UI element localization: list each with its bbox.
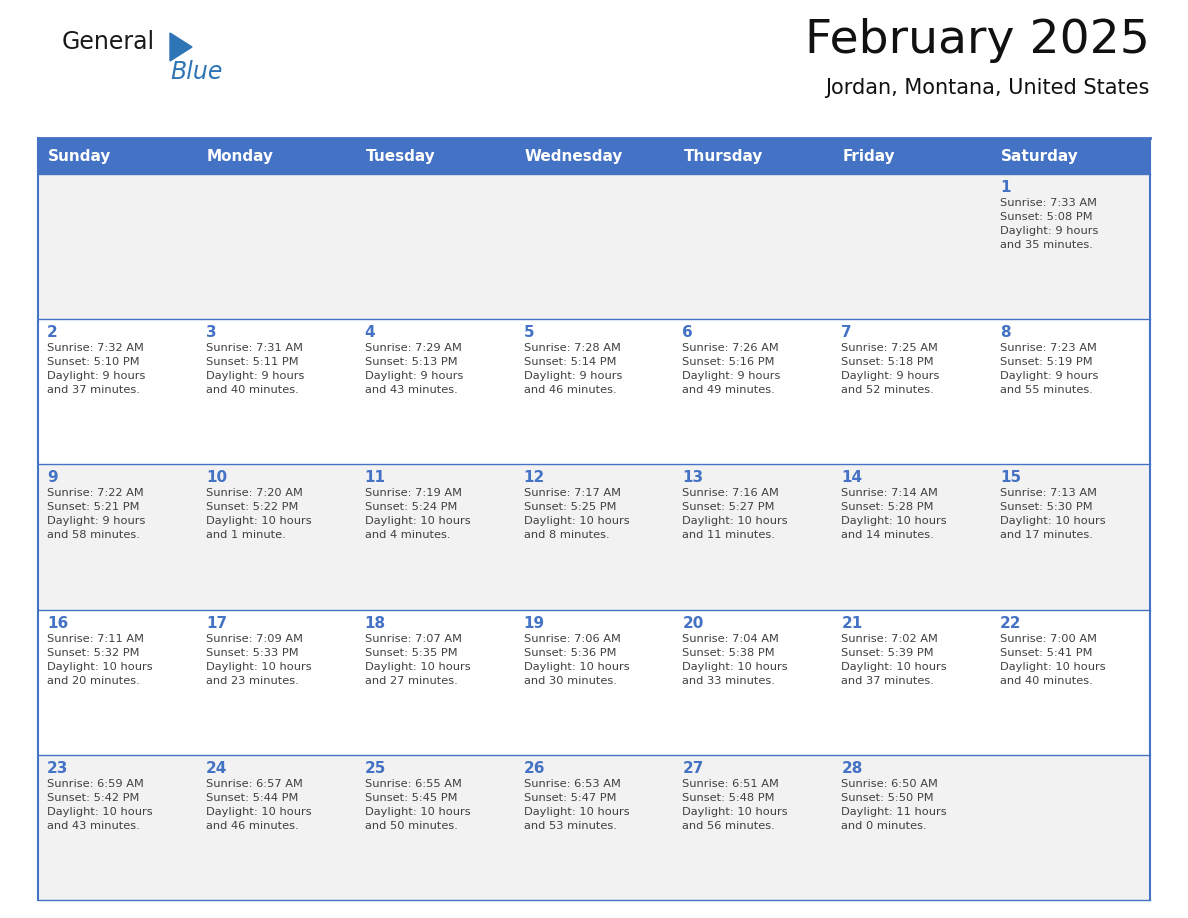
Polygon shape [170, 33, 192, 61]
Text: Sunrise: 6:57 AM
Sunset: 5:44 PM
Daylight: 10 hours
and 46 minutes.: Sunrise: 6:57 AM Sunset: 5:44 PM Dayligh… [206, 778, 311, 831]
Text: Sunday: Sunday [48, 149, 112, 163]
Text: Sunrise: 6:55 AM
Sunset: 5:45 PM
Daylight: 10 hours
and 50 minutes.: Sunrise: 6:55 AM Sunset: 5:45 PM Dayligh… [365, 778, 470, 831]
Text: Sunrise: 7:00 AM
Sunset: 5:41 PM
Daylight: 10 hours
and 40 minutes.: Sunrise: 7:00 AM Sunset: 5:41 PM Dayligh… [1000, 633, 1106, 686]
Bar [38, 319, 1150, 465]
Text: Sunrise: 7:06 AM
Sunset: 5:36 PM
Daylight: 10 hours
and 30 minutes.: Sunrise: 7:06 AM Sunset: 5:36 PM Dayligh… [524, 633, 630, 686]
Text: 11: 11 [365, 470, 386, 486]
Text: 24: 24 [206, 761, 227, 776]
Bar [38, 138, 197, 174]
Text: Sunrise: 6:51 AM
Sunset: 5:48 PM
Daylight: 10 hours
and 56 minutes.: Sunrise: 6:51 AM Sunset: 5:48 PM Dayligh… [682, 778, 788, 831]
Text: 25: 25 [365, 761, 386, 776]
Text: Sunrise: 7:14 AM
Sunset: 5:28 PM
Daylight: 10 hours
and 14 minutes.: Sunrise: 7:14 AM Sunset: 5:28 PM Dayligh… [841, 488, 947, 541]
Text: 17: 17 [206, 616, 227, 631]
Text: 4: 4 [365, 325, 375, 341]
Bar [38, 755, 1150, 900]
Text: 7: 7 [841, 325, 852, 341]
Bar [833, 138, 991, 174]
Bar [38, 610, 1150, 755]
Text: Sunrise: 7:29 AM
Sunset: 5:13 PM
Daylight: 9 hours
and 43 minutes.: Sunrise: 7:29 AM Sunset: 5:13 PM Dayligh… [365, 343, 463, 396]
Text: Sunrise: 7:17 AM
Sunset: 5:25 PM
Daylight: 10 hours
and 8 minutes.: Sunrise: 7:17 AM Sunset: 5:25 PM Dayligh… [524, 488, 630, 541]
Text: 18: 18 [365, 616, 386, 631]
Text: Sunrise: 7:13 AM
Sunset: 5:30 PM
Daylight: 10 hours
and 17 minutes.: Sunrise: 7:13 AM Sunset: 5:30 PM Dayligh… [1000, 488, 1106, 541]
Text: Jordan, Montana, United States: Jordan, Montana, United States [826, 78, 1150, 98]
Bar [197, 138, 355, 174]
Text: Sunrise: 7:04 AM
Sunset: 5:38 PM
Daylight: 10 hours
and 33 minutes.: Sunrise: 7:04 AM Sunset: 5:38 PM Dayligh… [682, 633, 788, 686]
Text: Sunrise: 7:22 AM
Sunset: 5:21 PM
Daylight: 9 hours
and 58 minutes.: Sunrise: 7:22 AM Sunset: 5:21 PM Dayligh… [48, 488, 145, 541]
Text: 16: 16 [48, 616, 68, 631]
Text: 6: 6 [682, 325, 693, 341]
Text: 14: 14 [841, 470, 862, 486]
Text: Sunrise: 7:09 AM
Sunset: 5:33 PM
Daylight: 10 hours
and 23 minutes.: Sunrise: 7:09 AM Sunset: 5:33 PM Dayligh… [206, 633, 311, 686]
Text: Sunrise: 7:25 AM
Sunset: 5:18 PM
Daylight: 9 hours
and 52 minutes.: Sunrise: 7:25 AM Sunset: 5:18 PM Dayligh… [841, 343, 940, 396]
Text: 8: 8 [1000, 325, 1011, 341]
Text: Sunrise: 7:19 AM
Sunset: 5:24 PM
Daylight: 10 hours
and 4 minutes.: Sunrise: 7:19 AM Sunset: 5:24 PM Dayligh… [365, 488, 470, 541]
Text: Sunrise: 7:20 AM
Sunset: 5:22 PM
Daylight: 10 hours
and 1 minute.: Sunrise: 7:20 AM Sunset: 5:22 PM Dayligh… [206, 488, 311, 541]
Bar [38, 465, 1150, 610]
Text: Sunrise: 7:26 AM
Sunset: 5:16 PM
Daylight: 9 hours
and 49 minutes.: Sunrise: 7:26 AM Sunset: 5:16 PM Dayligh… [682, 343, 781, 396]
Text: Saturday: Saturday [1001, 149, 1079, 163]
Text: 20: 20 [682, 616, 703, 631]
Text: Sunrise: 7:02 AM
Sunset: 5:39 PM
Daylight: 10 hours
and 37 minutes.: Sunrise: 7:02 AM Sunset: 5:39 PM Dayligh… [841, 633, 947, 686]
Text: General: General [62, 30, 156, 54]
Text: 21: 21 [841, 616, 862, 631]
Text: Monday: Monday [207, 149, 274, 163]
Text: 19: 19 [524, 616, 544, 631]
Text: 22: 22 [1000, 616, 1022, 631]
Text: Tuesday: Tuesday [366, 149, 436, 163]
Text: Sunrise: 7:16 AM
Sunset: 5:27 PM
Daylight: 10 hours
and 11 minutes.: Sunrise: 7:16 AM Sunset: 5:27 PM Dayligh… [682, 488, 788, 541]
Text: Sunrise: 6:53 AM
Sunset: 5:47 PM
Daylight: 10 hours
and 53 minutes.: Sunrise: 6:53 AM Sunset: 5:47 PM Dayligh… [524, 778, 630, 831]
Text: 27: 27 [682, 761, 703, 776]
Text: 13: 13 [682, 470, 703, 486]
Text: Sunrise: 7:11 AM
Sunset: 5:32 PM
Daylight: 10 hours
and 20 minutes.: Sunrise: 7:11 AM Sunset: 5:32 PM Dayligh… [48, 633, 152, 686]
Text: Sunrise: 6:59 AM
Sunset: 5:42 PM
Daylight: 10 hours
and 43 minutes.: Sunrise: 6:59 AM Sunset: 5:42 PM Dayligh… [48, 778, 152, 831]
Text: 15: 15 [1000, 470, 1022, 486]
Text: 5: 5 [524, 325, 535, 341]
Text: February 2025: February 2025 [805, 18, 1150, 63]
Bar [38, 174, 1150, 319]
Text: 1: 1 [1000, 180, 1011, 195]
Text: 12: 12 [524, 470, 545, 486]
Text: Sunrise: 6:50 AM
Sunset: 5:50 PM
Daylight: 11 hours
and 0 minutes.: Sunrise: 6:50 AM Sunset: 5:50 PM Dayligh… [841, 778, 947, 831]
Text: 10: 10 [206, 470, 227, 486]
Text: Thursday: Thursday [683, 149, 763, 163]
Text: 26: 26 [524, 761, 545, 776]
Text: Friday: Friday [842, 149, 895, 163]
Text: Sunrise: 7:33 AM
Sunset: 5:08 PM
Daylight: 9 hours
and 35 minutes.: Sunrise: 7:33 AM Sunset: 5:08 PM Dayligh… [1000, 198, 1099, 250]
Bar [674, 138, 833, 174]
Text: 2: 2 [48, 325, 58, 341]
Text: 23: 23 [48, 761, 69, 776]
Text: Blue: Blue [170, 60, 222, 84]
Bar [514, 138, 674, 174]
Text: 9: 9 [48, 470, 58, 486]
Text: Sunrise: 7:28 AM
Sunset: 5:14 PM
Daylight: 9 hours
and 46 minutes.: Sunrise: 7:28 AM Sunset: 5:14 PM Dayligh… [524, 343, 623, 396]
Text: Sunrise: 7:31 AM
Sunset: 5:11 PM
Daylight: 9 hours
and 40 minutes.: Sunrise: 7:31 AM Sunset: 5:11 PM Dayligh… [206, 343, 304, 396]
Text: 3: 3 [206, 325, 216, 341]
Bar [991, 138, 1150, 174]
Text: Wednesday: Wednesday [525, 149, 623, 163]
Text: 28: 28 [841, 761, 862, 776]
Text: Sunrise: 7:32 AM
Sunset: 5:10 PM
Daylight: 9 hours
and 37 minutes.: Sunrise: 7:32 AM Sunset: 5:10 PM Dayligh… [48, 343, 145, 396]
Bar [355, 138, 514, 174]
Text: Sunrise: 7:23 AM
Sunset: 5:19 PM
Daylight: 9 hours
and 55 minutes.: Sunrise: 7:23 AM Sunset: 5:19 PM Dayligh… [1000, 343, 1099, 396]
Text: Sunrise: 7:07 AM
Sunset: 5:35 PM
Daylight: 10 hours
and 27 minutes.: Sunrise: 7:07 AM Sunset: 5:35 PM Dayligh… [365, 633, 470, 686]
